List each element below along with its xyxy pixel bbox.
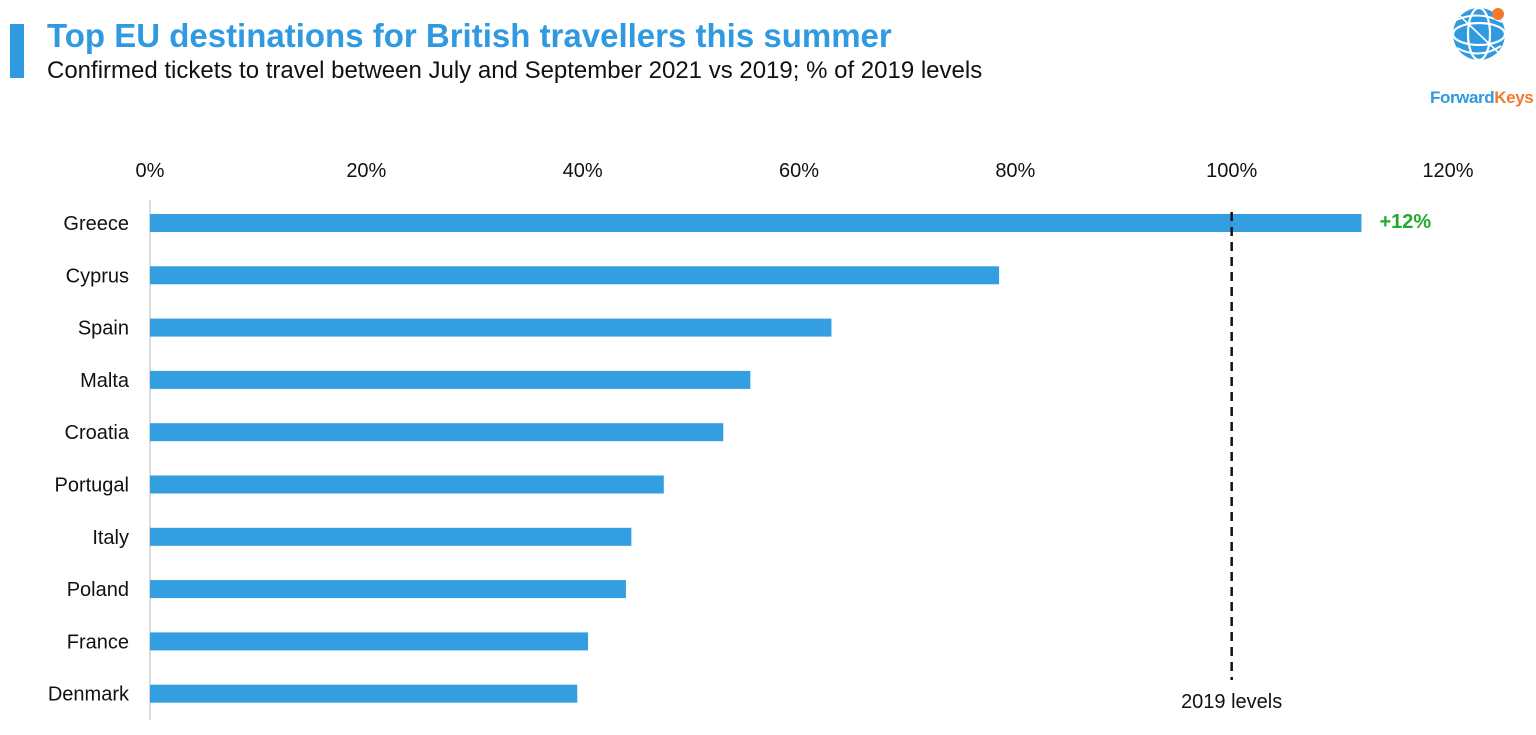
reference-line-label: 2019 levels — [1181, 691, 1282, 713]
forwardkeys-logo: ForwardKeys — [1430, 2, 1534, 114]
bar-france — [150, 632, 589, 651]
category-label: Poland — [67, 579, 129, 601]
x-tick-label: 80% — [995, 160, 1035, 182]
bar-denmark — [150, 684, 578, 703]
bar-greece — [150, 214, 1362, 232]
bar-croatia — [150, 423, 724, 442]
x-tick-label: 120% — [1422, 160, 1473, 182]
category-label: Croatia — [65, 422, 130, 444]
category-label: Cyprus — [66, 265, 129, 287]
bar-italy — [150, 527, 632, 546]
category-label: Portugal — [55, 475, 130, 497]
chart-subtitle: Confirmed tickets to travel between July… — [47, 57, 983, 84]
x-tick-label: 60% — [779, 160, 819, 182]
x-tick-label: 0% — [136, 160, 165, 182]
bar-poland — [150, 580, 626, 599]
logo-wordmark: ForwardKeys — [1430, 88, 1534, 107]
bar-portugal — [150, 475, 664, 494]
x-tick-label: 100% — [1206, 160, 1257, 182]
globe-icon — [1451, 6, 1507, 62]
x-tick-label: 20% — [346, 160, 386, 182]
chart-title: Top EU destinations for British travelle… — [47, 17, 892, 54]
category-label: Malta — [80, 370, 130, 392]
x-tick-label: 40% — [563, 160, 603, 182]
title-accent-bar — [10, 24, 24, 78]
category-label: Denmark — [48, 684, 130, 706]
bar-spain — [150, 318, 832, 337]
category-label: France — [67, 631, 129, 653]
growth-annotation: +12% — [1379, 211, 1431, 233]
bar-malta — [150, 370, 751, 389]
category-label: Italy — [92, 527, 129, 549]
category-label: Spain — [78, 318, 129, 340]
category-label: Greece — [63, 213, 129, 235]
bar-cyprus — [150, 266, 1000, 285]
